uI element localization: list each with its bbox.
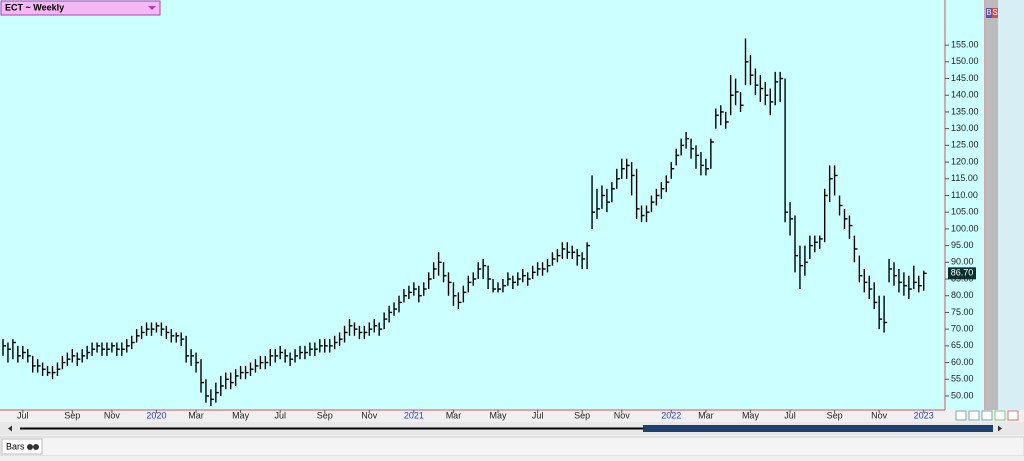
toolbar-label: B bbox=[986, 8, 991, 17]
zoom-buttons bbox=[955, 410, 1019, 421]
price-axis bbox=[945, 0, 985, 410]
mode-tab[interactable] bbox=[1, 438, 43, 455]
x-tick-label: Sep bbox=[317, 410, 333, 420]
x-tick-label: May bbox=[232, 410, 250, 420]
mode-label: Bars bbox=[6, 441, 25, 451]
x-tick-label: 2022 bbox=[661, 410, 681, 420]
y-tick-label: 90.00 bbox=[951, 257, 974, 267]
y-tick-label: 135.00 bbox=[951, 106, 979, 116]
y-tick-label: 55.00 bbox=[951, 374, 974, 384]
mode-icon bbox=[33, 444, 39, 450]
x-tick-label: Nov bbox=[614, 410, 631, 420]
y-tick-label: 105.00 bbox=[951, 207, 979, 217]
y-tick-label: 145.00 bbox=[951, 73, 979, 83]
x-tick-label: Sep bbox=[64, 410, 80, 420]
x-tick-label: 2020 bbox=[146, 410, 166, 420]
y-tick-label: 110.00 bbox=[951, 190, 978, 200]
plot-area bbox=[0, 0, 945, 410]
dropdown-arrow[interactable] bbox=[148, 6, 156, 10]
x-tick-label: 2023 bbox=[914, 410, 934, 420]
toolbar-button[interactable] bbox=[986, 8, 992, 18]
x-tick-label: Jul bbox=[532, 410, 544, 420]
scroll-left[interactable] bbox=[8, 425, 12, 432]
y-tick-label: 65.00 bbox=[951, 340, 974, 350]
y-tick-label: 60.00 bbox=[951, 357, 974, 367]
x-tick-label: Mar bbox=[188, 410, 204, 420]
scroll-right[interactable] bbox=[998, 425, 1002, 432]
y-tick-label: 130.00 bbox=[951, 123, 979, 133]
last-price-box bbox=[948, 267, 976, 280]
x-tick-label: Nov bbox=[871, 410, 888, 420]
x-tick-label: Nov bbox=[361, 410, 378, 420]
x-tick-label: May bbox=[742, 410, 760, 420]
x-tick-label: Mar bbox=[698, 410, 714, 420]
last-price-label: 86.70 bbox=[951, 268, 974, 278]
side-panel bbox=[986, 0, 998, 410]
zoom-button[interactable] bbox=[981, 410, 993, 421]
y-tick-label: 95.00 bbox=[951, 240, 974, 250]
status-bar bbox=[0, 436, 1024, 457]
y-tick-label: 100.00 bbox=[951, 223, 979, 233]
zoom-button[interactable] bbox=[955, 410, 967, 421]
zoom-button[interactable] bbox=[968, 410, 980, 421]
symbol-box[interactable] bbox=[0, 0, 161, 16]
y-tick-label: 150.00 bbox=[951, 56, 979, 66]
y-tick-label: 140.00 bbox=[951, 90, 979, 100]
x-tick-label: May bbox=[489, 410, 507, 420]
y-tick-label: 155.00 bbox=[951, 39, 979, 49]
x-tick-label: Jul bbox=[784, 410, 796, 420]
zoom-button[interactable] bbox=[994, 410, 1006, 421]
x-tick-label: Sep bbox=[827, 410, 843, 420]
toolbar-label: S bbox=[992, 8, 997, 17]
y-tick-label: 115.00 bbox=[951, 173, 978, 183]
y-tick-label: 75.00 bbox=[951, 307, 974, 317]
x-tick-label: Mar bbox=[446, 410, 462, 420]
y-tick-label: 80.00 bbox=[951, 290, 974, 300]
x-tick-label: Nov bbox=[104, 410, 121, 420]
zoom-button[interactable] bbox=[1007, 410, 1019, 421]
x-tick-label: Jul bbox=[17, 410, 29, 420]
symbol-label: ECT ~ Weekly bbox=[5, 2, 64, 12]
side-panel bbox=[998, 0, 1024, 410]
x-tick-label: Sep bbox=[574, 410, 590, 420]
x-tick-label: 2021 bbox=[404, 410, 424, 420]
toolbar-button[interactable] bbox=[992, 8, 998, 18]
x-tick-label: Jul bbox=[274, 410, 286, 420]
scroll-thumb[interactable] bbox=[643, 425, 993, 432]
mode-icon bbox=[27, 444, 33, 450]
y-tick-label: 125.00 bbox=[951, 140, 979, 150]
y-tick-label: 120.00 bbox=[951, 156, 979, 166]
y-tick-label: 50.00 bbox=[951, 390, 974, 400]
y-tick-label: 70.00 bbox=[951, 324, 974, 334]
